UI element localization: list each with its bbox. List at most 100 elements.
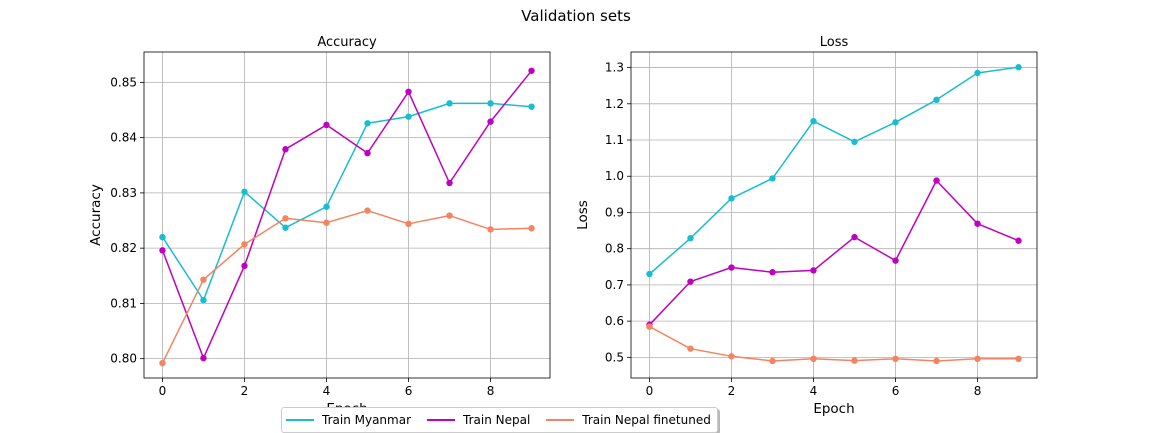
chart-accuracy-series-train-myanmar-point-5 [364, 120, 371, 127]
chart-loss-series-train-nepal-finetuned-point-7 [933, 357, 940, 365]
legend-swatch-train-nepal-finetuned [546, 419, 575, 421]
chart-accuracy-ytick-label-5: 0.85 [110, 75, 137, 89]
chart-accuracy-series-train-nepal-point-8 [487, 118, 494, 125]
chart-accuracy-series-train-nepal-finetuned-line [161, 209, 532, 364]
chart-accuracy-series-train-nepal-finetuned-point-7 [446, 212, 453, 219]
chart-accuracy-series-train-nepal-finetuned-point-6 [405, 220, 412, 228]
chart-loss-title: Loss [820, 35, 849, 50]
chart-accuracy-series-train-myanmar-point-8 [487, 100, 494, 107]
chart-loss-series-train-nepal-point-4 [810, 267, 817, 274]
chart-loss-series-train-nepal-point-8 [974, 220, 981, 227]
chart-accuracy-ytick-label-2: 0.82 [110, 241, 137, 255]
chart-accuracy-series-train-nepal-finetuned-point-9 [528, 225, 535, 232]
chart-accuracy-xtick-label-6: 6 [405, 384, 413, 398]
chart-loss-ylabel: Loss [575, 200, 591, 230]
chart-accuracy-series-train-nepal-point-3 [282, 146, 289, 153]
legend-swatch-train-myanmar [286, 419, 314, 421]
chart-loss-ytick-label-2: 0.7 [605, 278, 624, 292]
chart-loss-series-train-myanmar-point-7 [933, 96, 940, 104]
chart-loss-series-train-myanmar-point-2 [728, 195, 735, 202]
chart-loss-series-train-nepal-point-2 [728, 264, 735, 271]
chart-loss-ytick-label-6: 1.1 [605, 133, 624, 147]
chart-loss-ytick-label-1: 0.6 [605, 314, 624, 328]
chart-loss-ytick-label-8: 1.3 [605, 61, 624, 75]
chart-loss-series-train-nepal-point-5 [851, 233, 858, 241]
chart-accuracy-series-train-myanmar-point-0 [159, 233, 166, 241]
chart-loss-series-train-nepal-finetuned-point-6 [892, 355, 899, 363]
chart-accuracy-series-train-nepal-line [161, 70, 533, 359]
chart-accuracy-series-train-myanmar-line [161, 102, 532, 301]
chart-accuracy: 024680.800.810.820.830.840.85AccuracyEpo… [88, 35, 551, 417]
chart-loss-series-train-myanmar-point-9 [1015, 64, 1022, 71]
chart-loss-series-train-nepal-finetuned-point-1 [687, 345, 694, 352]
chart-loss-series-train-nepal-finetuned-point-3 [769, 357, 776, 365]
chart-loss-xtick-label-8: 8 [974, 384, 982, 398]
chart-loss-series-train-nepal-point-3 [769, 269, 776, 276]
legend-item-train-nepal-finetuned: Train Nepal finetuned [546, 413, 711, 427]
chart-accuracy-ytick-label-1: 0.81 [110, 296, 137, 310]
chart-loss-ytick-label-7: 1.2 [605, 97, 624, 111]
chart-accuracy-ytick-label-0: 0.80 [110, 352, 137, 366]
chart-loss-xlabel: Epoch [813, 401, 854, 417]
chart-accuracy-series-train-myanmar-point-7 [446, 100, 453, 107]
chart-accuracy-series-train-nepal-finetuned-point-3 [282, 215, 289, 222]
chart-loss-ytick-label-5: 1.0 [605, 169, 624, 183]
chart-accuracy-series-train-nepal-point-1 [200, 354, 207, 362]
chart-loss-series-train-nepal-finetuned-point-0 [646, 323, 653, 330]
chart-loss-series-train-nepal-finetuned-point-4 [810, 355, 817, 363]
chart-loss-frame [630, 51, 1038, 379]
chart-accuracy-xtick-label-0: 0 [159, 384, 167, 398]
chart-loss-series-train-myanmar-line [649, 66, 1019, 275]
legend-item-train-myanmar: Train Myanmar [286, 413, 411, 427]
legend-label-train-nepal: Train Nepal [463, 413, 531, 427]
chart-loss-xtick-label-0: 0 [646, 384, 654, 398]
chart-accuracy-series-train-nepal-point-7 [446, 179, 453, 187]
chart-accuracy-xtick-label-2: 2 [241, 384, 249, 398]
chart-loss-series-train-myanmar-point-8 [974, 69, 981, 77]
chart-accuracy-series-train-myanmar-point-6 [405, 113, 412, 120]
chart-accuracy-series-train-nepal-point-0 [159, 247, 166, 254]
chart-loss-ytick-label-3: 0.8 [605, 242, 624, 256]
chart-accuracy-series-train-myanmar-point-4 [323, 203, 330, 210]
chart-loss-series-train-myanmar-point-0 [646, 270, 653, 278]
chart-accuracy-series-train-nepal-point-5 [364, 149, 371, 157]
chart-loss-series-train-nepal-line [648, 179, 1019, 326]
figure-suptitle: Validation sets [521, 7, 631, 25]
chart-loss-xtick-label-6: 6 [892, 384, 900, 398]
chart-loss-series-train-nepal-finetuned-point-5 [851, 357, 858, 364]
chart-accuracy-ytick-label-4: 0.84 [110, 131, 137, 145]
chart-accuracy-series-train-nepal-finetuned-point-2 [241, 241, 248, 248]
chart-accuracy-ylabel: Accuracy [88, 184, 104, 246]
chart-loss-ytick-label-0: 0.5 [605, 350, 624, 364]
chart-accuracy-series-train-myanmar-point-1 [200, 296, 207, 304]
legend: Train Myanmar Train Nepal Train Nepal fi… [281, 407, 718, 433]
legend-label-train-nepal-finetuned: Train Nepal finetuned [582, 413, 711, 427]
chart-loss-series-train-nepal-finetuned-point-8 [974, 355, 981, 363]
chart-accuracy-series-train-myanmar-point-3 [282, 224, 289, 231]
chart-accuracy-series-train-nepal-finetuned-point-5 [364, 207, 371, 214]
chart-accuracy-xtick-label-4: 4 [323, 384, 331, 398]
chart-accuracy-series-train-nepal-point-6 [405, 88, 412, 95]
chart-accuracy-ytick-label-3: 0.83 [110, 186, 137, 200]
chart-loss-series-train-nepal-finetuned-point-2 [728, 353, 735, 360]
chart-loss-xtick-label-4: 4 [810, 384, 818, 398]
chart-loss-series-train-nepal-finetuned-point-9 [1015, 355, 1022, 363]
chart-loss-ytick-label-4: 0.9 [605, 205, 624, 219]
chart-loss-series-train-nepal-point-1 [687, 278, 694, 285]
chart-accuracy-series-train-nepal-finetuned-point-1 [200, 276, 207, 283]
chart-accuracy-xtick-label-8: 8 [487, 384, 495, 398]
legend-item-train-nepal: Train Nepal [427, 413, 530, 427]
chart-loss-series-train-myanmar-point-1 [687, 234, 694, 242]
chart-accuracy-series-train-nepal-point-2 [241, 262, 248, 270]
chart-loss-xtick-label-2: 2 [728, 384, 736, 398]
chart-loss-series-train-myanmar-point-6 [892, 119, 899, 126]
chart-accuracy-series-train-myanmar-point-9 [528, 103, 535, 110]
chart-accuracy-series-train-nepal-finetuned-point-8 [487, 226, 494, 233]
chart-accuracy-title: Accuracy [317, 35, 377, 50]
legend-label-train-myanmar: Train Myanmar [322, 413, 411, 427]
chart-loss-series-train-nepal-point-6 [892, 257, 899, 264]
chart-loss-series-train-nepal-finetuned-line [649, 325, 1019, 362]
chart-accuracy-frame [143, 51, 551, 379]
legend-swatch-train-nepal [427, 419, 455, 421]
